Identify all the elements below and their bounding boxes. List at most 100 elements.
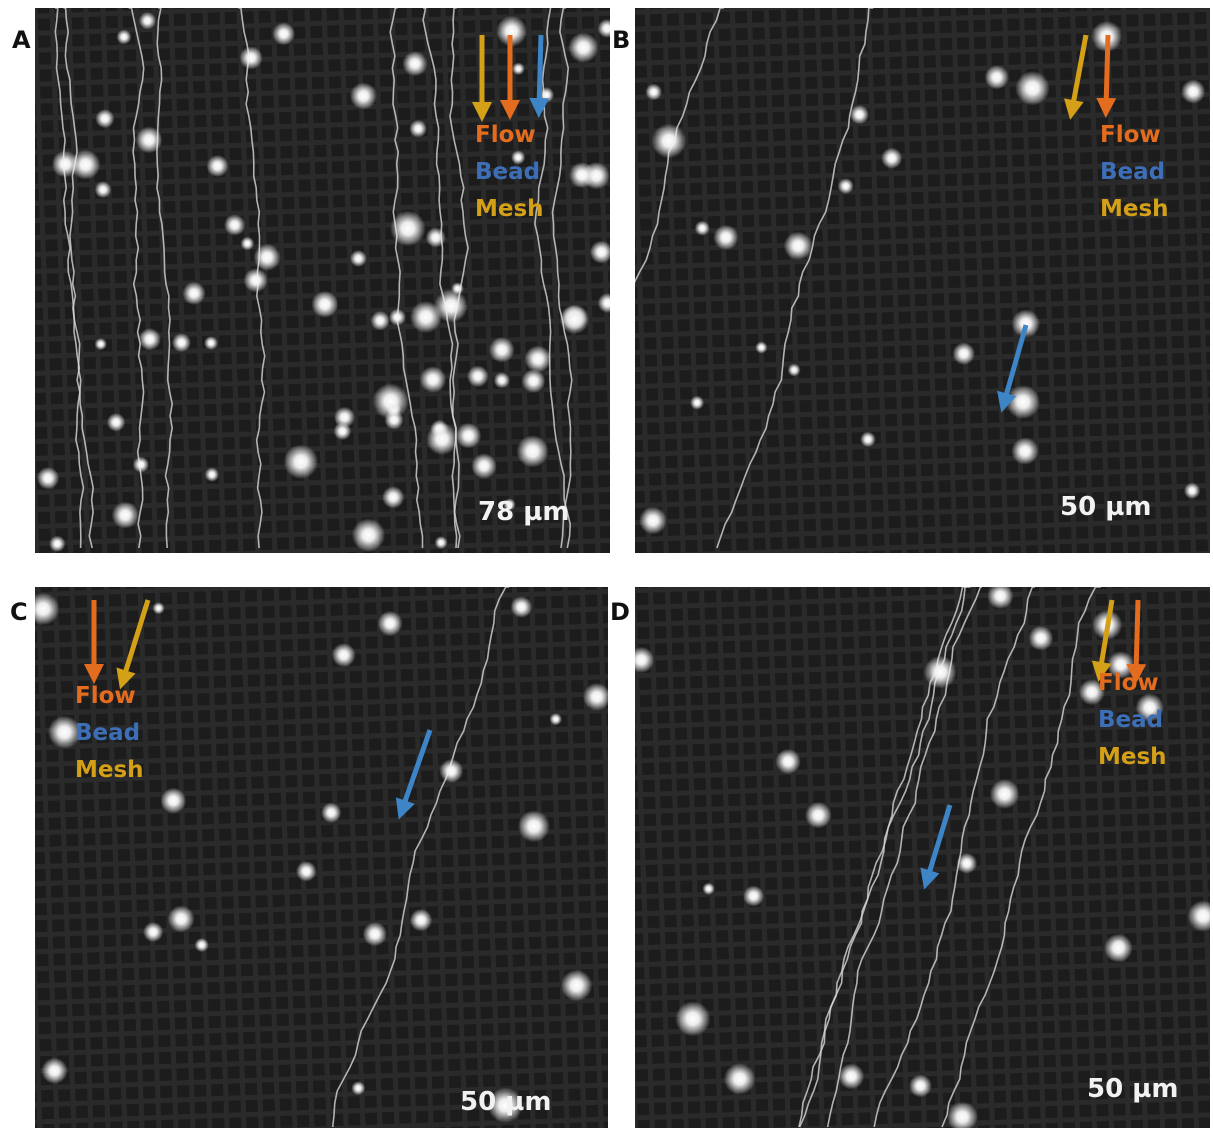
- bead: [204, 336, 218, 350]
- bead: [390, 211, 426, 247]
- legend-entry: Bead: [1098, 707, 1163, 733]
- bead: [350, 82, 377, 109]
- panel-label: B: [612, 26, 630, 54]
- bead: [516, 435, 548, 467]
- bead: [351, 1081, 365, 1095]
- legend-entry: Flow: [1098, 670, 1159, 696]
- bead: [1011, 437, 1038, 464]
- bead: [420, 366, 447, 393]
- bead: [350, 250, 367, 267]
- bead: [471, 453, 497, 479]
- legend-entry: Bead: [1100, 159, 1165, 185]
- page: AFlowBeadMesh78 µmBFlowBeadMesh50 µmCFlo…: [0, 0, 1213, 1131]
- bead: [239, 46, 262, 69]
- arrow: [1136, 600, 1138, 674]
- bead: [439, 759, 463, 783]
- bead: [675, 1001, 710, 1036]
- bead: [334, 422, 352, 440]
- bead: [489, 337, 515, 363]
- bead: [378, 611, 403, 636]
- bead: [373, 383, 409, 419]
- bead: [71, 150, 101, 180]
- scale-label: 50 µm: [460, 1087, 551, 1117]
- bead: [456, 423, 482, 449]
- bead: [467, 365, 489, 387]
- bead: [743, 885, 764, 906]
- bead: [352, 518, 385, 551]
- bead: [1184, 483, 1200, 499]
- legend-entry: Mesh: [75, 757, 144, 783]
- bead: [410, 909, 433, 932]
- bead: [1028, 626, 1053, 651]
- bead: [182, 282, 205, 305]
- bead: [1181, 80, 1205, 104]
- bead: [956, 853, 977, 874]
- bead: [160, 788, 186, 814]
- image-background: [35, 587, 608, 1128]
- bead: [139, 12, 157, 30]
- bead: [953, 342, 976, 365]
- bead: [168, 905, 195, 932]
- bead: [494, 372, 510, 388]
- bead: [153, 602, 165, 614]
- bead: [143, 922, 163, 942]
- bead: [755, 341, 767, 353]
- bead: [311, 291, 338, 318]
- bead: [987, 583, 1013, 609]
- bead: [451, 282, 464, 295]
- bead: [112, 501, 139, 528]
- scale-label: 78 µm: [478, 497, 569, 527]
- bead: [784, 232, 813, 261]
- bead: [41, 1058, 67, 1084]
- bead: [522, 369, 546, 393]
- bead: [370, 311, 390, 331]
- bead: [702, 883, 714, 895]
- bead: [775, 749, 800, 774]
- bead: [1015, 71, 1050, 106]
- legend-entry: Flow: [475, 122, 536, 148]
- scale-label: 50 µm: [1087, 1074, 1178, 1104]
- legend-entry: Mesh: [1098, 744, 1167, 770]
- bead: [95, 338, 107, 350]
- bead: [583, 162, 611, 190]
- legend-entry: Flow: [75, 683, 136, 709]
- bead: [511, 596, 533, 618]
- bead: [713, 225, 738, 250]
- bead: [838, 1063, 864, 1089]
- bead: [881, 148, 902, 169]
- bead: [402, 51, 427, 76]
- bead: [985, 65, 1009, 89]
- bead: [518, 810, 550, 842]
- bead: [850, 105, 869, 124]
- bead: [206, 155, 228, 177]
- bead: [135, 126, 162, 153]
- image-background: [635, 8, 1210, 553]
- bead: [272, 22, 295, 45]
- bead: [990, 779, 1020, 809]
- bead: [550, 713, 562, 725]
- bead: [426, 423, 458, 455]
- bead: [410, 301, 442, 333]
- bead: [296, 861, 317, 882]
- micrograph: [35, 8, 618, 553]
- bead: [332, 643, 356, 667]
- bead: [139, 328, 161, 350]
- bead: [117, 29, 132, 44]
- bead: [838, 178, 854, 194]
- micrograph: [27, 587, 611, 1128]
- bead: [254, 244, 281, 271]
- bead: [909, 1074, 932, 1097]
- bead: [244, 268, 268, 292]
- micrograph: [628, 583, 1213, 1131]
- figure: AFlowBeadMesh78 µmBFlowBeadMesh50 µmCFlo…: [0, 0, 1213, 1131]
- bead: [695, 221, 710, 236]
- bead: [788, 364, 801, 377]
- bead: [690, 396, 704, 410]
- bead: [435, 536, 448, 549]
- bead: [107, 413, 126, 432]
- legend-entry: Mesh: [475, 196, 544, 222]
